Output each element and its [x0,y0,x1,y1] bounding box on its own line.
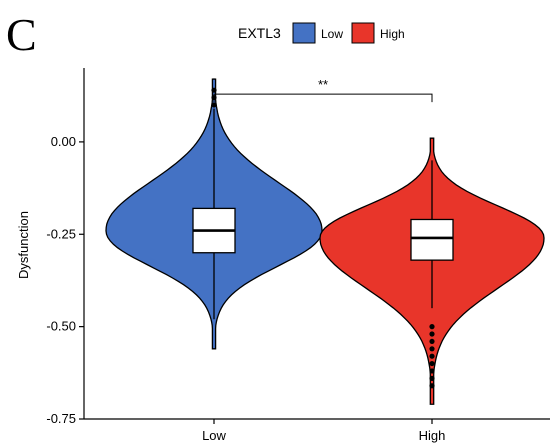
outlier-point [211,102,217,108]
outlier-point [429,360,435,367]
legend-swatch-high [351,22,375,44]
panel-letter: C [6,9,37,60]
box-high [410,218,454,261]
y-tick-label: -0.75 [46,411,76,426]
significance-label: ** [318,77,328,92]
y-tick-label: -0.50 [46,319,76,334]
significance-bracket [213,93,433,103]
legend: EXTL3 Low High [238,22,405,44]
outlier-point [429,338,435,345]
legend-swatch-low [292,22,316,44]
y-axis: 0.00 -0.25 -0.50 -0.75 [46,68,85,426]
outlier-point [429,383,435,389]
legend-title: EXTL3 [238,25,281,41]
outlier-point [429,346,435,352]
x-tick-label: Low [202,428,226,443]
outlier-point [429,324,435,330]
x-axis: Low High [84,418,550,443]
y-tick-label: 0.00 [51,134,76,149]
outlier-point [429,331,435,337]
y-tick-label: -0.25 [46,226,76,241]
outlier-point [211,87,217,93]
outlier-point [429,375,435,381]
outlier-point [429,368,435,374]
outlier-point [429,353,435,359]
y-axis-label: Dysfunction [16,211,31,279]
legend-label-low: Low [321,27,343,41]
legend-label-high: High [380,27,405,41]
plot-area: ** [105,77,545,405]
x-tick-label: High [419,428,446,443]
